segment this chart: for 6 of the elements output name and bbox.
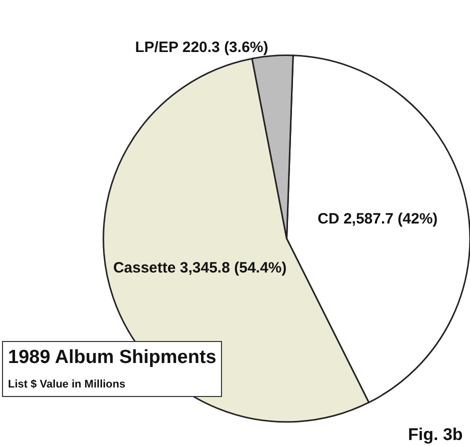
text: List $ Value in Millions — [8, 378, 126, 391]
slice-label: LP/EP 220.3 (3.6%) — [135, 38, 268, 56]
slice-label: CD 2,587.7 (42%) — [318, 210, 438, 228]
text: 1989 Album Shipments — [8, 347, 216, 368]
slice-label: Cassette 3,345.8 (54.4%) — [113, 260, 287, 277]
caption: Fig. 3b — [408, 425, 463, 444]
